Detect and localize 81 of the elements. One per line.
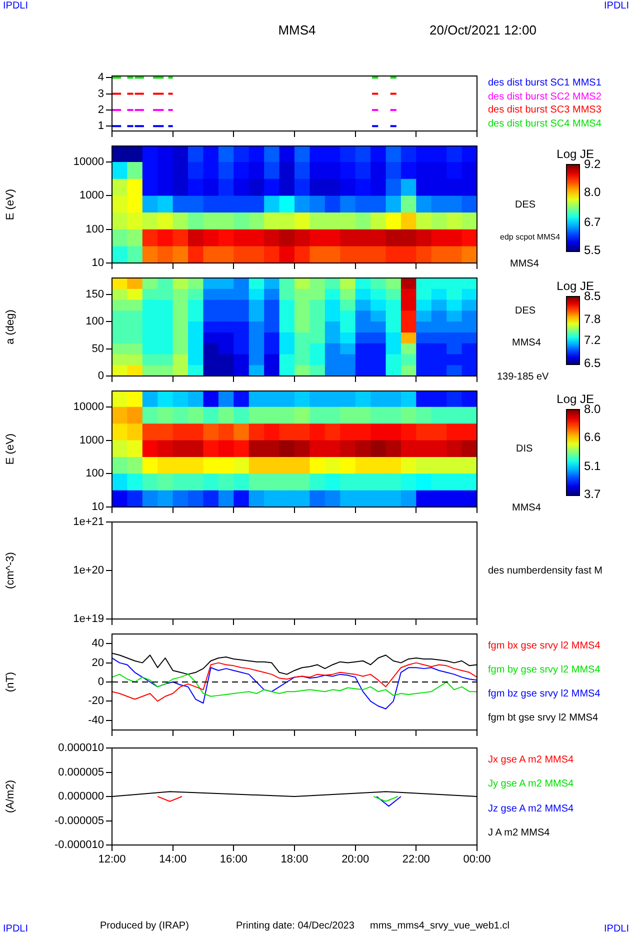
text: Printing date: 04/Dec/2023 (236, 920, 354, 932)
y-tick-label: 4 (98, 72, 104, 84)
y-axis-title: (nT) (4, 672, 17, 692)
text: mms_mms4_srvy_vue_web1.cl (370, 920, 510, 932)
y-axis-title: (cm^-3) (4, 552, 17, 589)
text: Produced by (IRAP) (100, 920, 189, 932)
color-bar-label: 8.0 (584, 184, 601, 199)
y-tick-label: -20 (88, 695, 104, 708)
y-tick-label: 150 (86, 288, 104, 300)
text: edp scpot MMS4 (500, 232, 560, 242)
y-tick-label: 1e+21 (73, 516, 104, 528)
chart-subtitle: 20/Oct/2021 12:00 (430, 22, 536, 38)
text: des dist burst SC3 MMS3 (488, 104, 602, 116)
y-tick-label: 10 (92, 501, 104, 514)
y-tick-label: 0.000010 (58, 742, 104, 754)
y-tick-label: 3 (98, 88, 104, 100)
text: fgm bt gse srvy l2 MMS4 (488, 712, 598, 724)
y-tick-label: 1e+20 (73, 564, 104, 577)
text: DIS (516, 444, 533, 454)
y-tick-label: 20 (92, 656, 104, 669)
text: des dist burst SC1 MMS1 (488, 77, 602, 88)
text: fgm bx gse srvy l2 MMS4 (488, 640, 600, 652)
y-tick-label: 100 (86, 468, 104, 480)
y-tick-label: 50 (92, 342, 104, 355)
color-bar-label: 6.6 (584, 430, 601, 444)
text: MMS4 (512, 502, 541, 514)
text: Jx gse A m2 MMS4 (488, 754, 574, 766)
x-tick-label: 14:00 (159, 854, 187, 866)
y-tick-label: 0.000000 (58, 790, 104, 803)
text: MMS4 (510, 258, 539, 270)
text: des dist burst SC4 MMS4 (488, 118, 602, 130)
y-tick-label: -40 (88, 714, 104, 726)
color-bar-label: 6.7 (584, 215, 601, 230)
x-tick-label: 16:00 (220, 854, 248, 866)
text: Jy gse A m2 MMS4 (488, 778, 574, 790)
x-tick-label: 18:00 (280, 854, 308, 866)
text: IPDLI (604, 0, 630, 12)
y-tick-label: 1000 (80, 190, 104, 202)
text: Jz gse A m2 MMS4 (488, 803, 574, 814)
color-bar-label: 5.5 (584, 243, 601, 257)
text: DES (515, 200, 536, 210)
text: des numberdensity fast M (488, 566, 602, 576)
y-axis-title: (A/m2) (4, 780, 17, 813)
text: IPDLI (3, 924, 28, 934)
y-tick-label: 2 (98, 104, 104, 116)
y-axis-title: E (eV) (4, 188, 17, 220)
color-bar-label: 7.8 (584, 312, 601, 326)
y-axis-title: E (eV) (4, 433, 17, 465)
text: MMS4 (512, 338, 541, 348)
x-tick-label: 12:00 (98, 854, 126, 866)
y-tick-label: 0.000005 (58, 766, 104, 778)
series-label: fgm by gse srvy l2 MMS4 (488, 664, 600, 676)
chart-title: MMS4 (278, 22, 316, 38)
text: 139-185 eV (497, 372, 549, 382)
y-tick-label: -0.000005 (54, 814, 104, 827)
x-tick-label: 00:00 (463, 854, 491, 866)
color-bar-label: 3.7 (584, 487, 601, 501)
y-tick-label: 10000 (73, 400, 104, 413)
y-tick-label: -0.000010 (54, 839, 104, 852)
y-tick-label: 0 (98, 370, 104, 382)
text: des dist burst SC2 MMS2 (488, 91, 602, 102)
text: J A m2 MMS4 (488, 827, 550, 838)
color-bar-label: 5.1 (584, 459, 601, 474)
y-tick-label: 1e+19 (73, 613, 104, 626)
text: IPDLI (604, 924, 630, 934)
y-axis-title: a (deg) (4, 310, 17, 344)
color-bar-label: 7.2 (584, 332, 601, 347)
y-tick-label: 100 (86, 316, 104, 328)
text: DES (515, 306, 536, 316)
series-label: fgm bz gse srvy l2 MMS4 (488, 688, 600, 700)
x-tick-label: 22:00 (402, 854, 430, 866)
y-tick-label: 0 (98, 676, 104, 688)
y-tick-label: 1000 (80, 434, 104, 446)
color-bar-label: 6.5 (584, 356, 601, 370)
y-tick-label: 100 (86, 223, 104, 236)
y-tick-label: 40 (92, 638, 104, 650)
x-tick-label: 20:00 (342, 854, 370, 866)
y-tick-label: 10000 (73, 156, 104, 168)
y-tick-label: 1 (98, 120, 104, 132)
text: IPDLI (3, 0, 28, 12)
y-tick-label: 10 (92, 257, 104, 270)
